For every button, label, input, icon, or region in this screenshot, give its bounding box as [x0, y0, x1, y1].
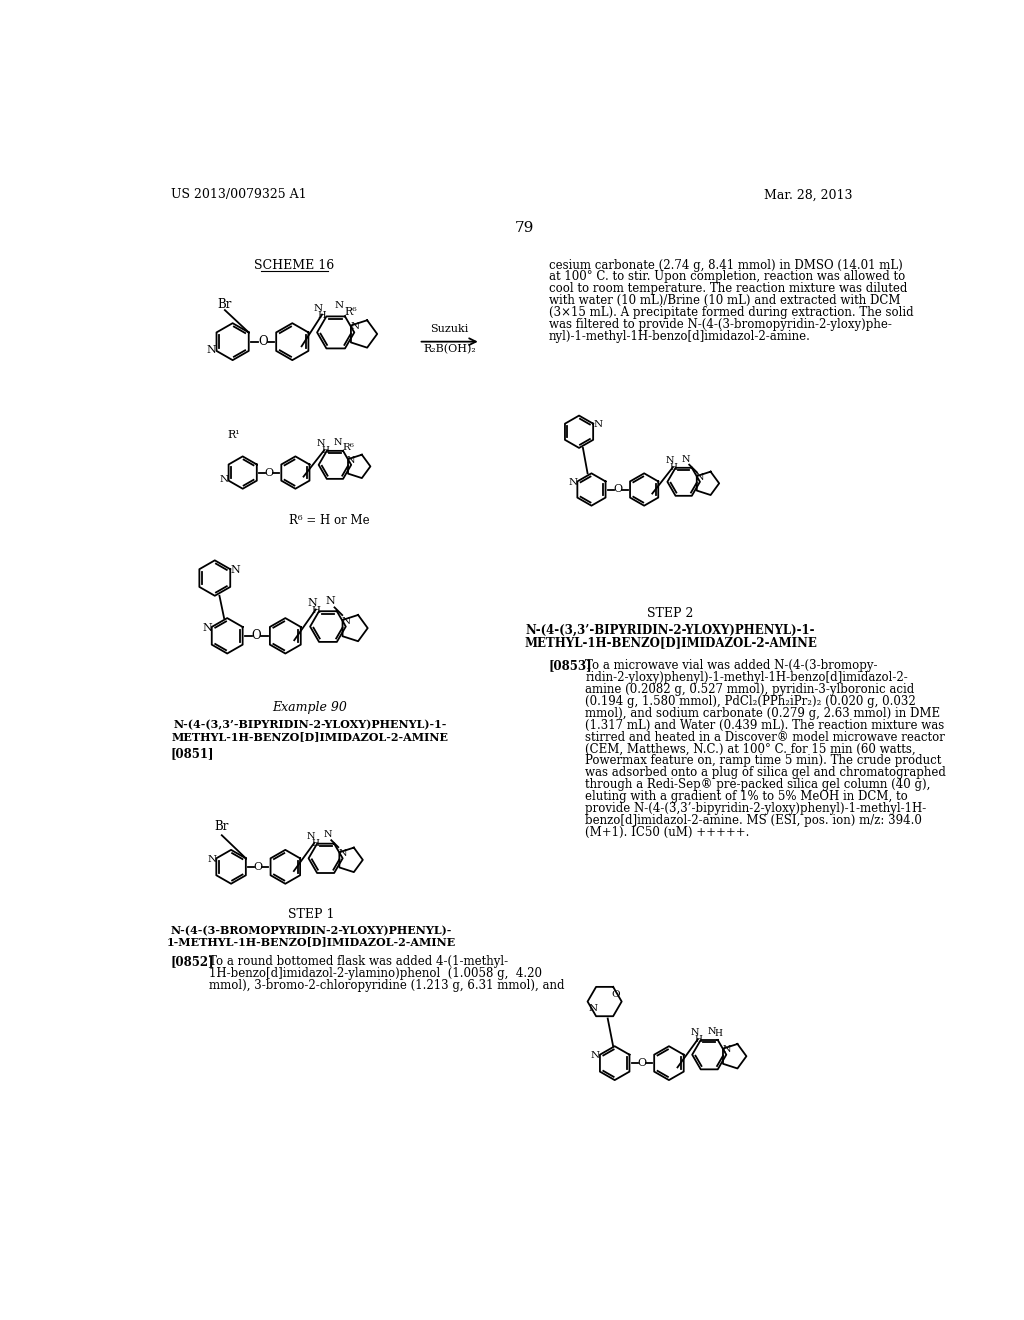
- Text: (CEM, Matthews, N.C.) at 100° C. for 15 min (60 watts,: (CEM, Matthews, N.C.) at 100° C. for 15 …: [586, 742, 915, 755]
- Text: H: H: [322, 446, 329, 455]
- Text: To a microwave vial was added N-(4-(3-bromopy-: To a microwave vial was added N-(4-(3-br…: [586, 659, 878, 672]
- Text: N: N: [341, 616, 350, 626]
- Text: N: N: [202, 623, 212, 632]
- Text: METHYL-1H-BENZO[D]IMIDAZOL-2-AMINE: METHYL-1H-BENZO[D]IMIDAZOL-2-AMINE: [524, 636, 817, 649]
- Text: cool to room temperature. The reaction mixture was diluted: cool to room temperature. The reaction m…: [549, 282, 907, 296]
- Text: Example 90: Example 90: [272, 701, 347, 714]
- Text: N-(4-(3,3’-BIPYRIDIN-2-YLOXY)PHENYL)-1-: N-(4-(3,3’-BIPYRIDIN-2-YLOXY)PHENYL)-1-: [173, 719, 446, 730]
- Text: H: H: [317, 310, 327, 319]
- Text: through a Redi-Sep® pre-packed silica gel column (40 g),: through a Redi-Sep® pre-packed silica ge…: [586, 779, 931, 791]
- Text: N: N: [722, 1045, 731, 1055]
- Text: 1H-benzo[d]imidazol-2-ylamino)phenol  (1.0058 g,  4.20: 1H-benzo[d]imidazol-2-ylamino)phenol (1.…: [209, 968, 543, 981]
- Text: N: N: [230, 565, 241, 576]
- Text: H: H: [694, 1035, 702, 1044]
- Text: Mar. 28, 2013: Mar. 28, 2013: [764, 189, 852, 202]
- Text: N: N: [219, 475, 228, 484]
- Text: O: O: [254, 862, 263, 871]
- Text: N: N: [313, 304, 323, 313]
- Text: cesium carbonate (2.74 g, 8.41 mmol) in DMSO (14.01 mL): cesium carbonate (2.74 g, 8.41 mmol) in …: [549, 259, 902, 272]
- Text: N: N: [307, 598, 316, 607]
- Text: Powermax feature on, ramp time 5 min). The crude product: Powermax feature on, ramp time 5 min). T…: [586, 755, 942, 767]
- Text: [0852]: [0852]: [171, 956, 214, 969]
- Text: H: H: [311, 840, 318, 847]
- Text: O: O: [611, 990, 620, 999]
- Text: O: O: [252, 630, 261, 643]
- Text: N: N: [333, 438, 342, 446]
- Text: [0853]: [0853]: [549, 659, 593, 672]
- Text: N: N: [324, 830, 333, 840]
- Text: provide N-(4-(3,3’-bipyridin-2-yloxy)phenyl)-1-methyl-1H-: provide N-(4-(3,3’-bipyridin-2-yloxy)phe…: [586, 803, 927, 816]
- Text: (0.194 g, 1.580 mmol), PdCl₂(PPh₂iPr₂)₂ (0.020 g, 0.032: (0.194 g, 1.580 mmol), PdCl₂(PPh₂iPr₂)₂ …: [586, 694, 916, 708]
- Text: mmol), and sodium carbonate (0.279 g, 2.63 mmol) in DME: mmol), and sodium carbonate (0.279 g, 2.…: [586, 706, 940, 719]
- Text: stirred and heated in a Discover® model microwave reactor: stirred and heated in a Discover® model …: [586, 730, 945, 743]
- Text: with water (10 mL)/Brine (10 mL) and extracted with DCM: with water (10 mL)/Brine (10 mL) and ext…: [549, 294, 900, 308]
- Text: N: N: [335, 301, 344, 310]
- Text: N: N: [207, 345, 216, 355]
- Text: Br: Br: [218, 298, 232, 312]
- Text: N: N: [589, 1003, 598, 1012]
- Text: STEP 1: STEP 1: [289, 908, 335, 921]
- Text: ridin-2-yloxy)phenyl)-1-methyl-1H-benzo[d]imidazol-2-: ridin-2-yloxy)phenyl)-1-methyl-1H-benzo[…: [586, 671, 908, 684]
- Text: N: N: [316, 440, 326, 449]
- Text: N: N: [682, 454, 690, 463]
- Text: was filtered to provide N-(4-(3-bromopyridin-2-yloxy)phe-: was filtered to provide N-(4-(3-bromopyr…: [549, 318, 892, 331]
- Text: R¹: R¹: [227, 430, 240, 440]
- Text: R₂B(OH)₂: R₂B(OH)₂: [423, 345, 476, 355]
- Text: O: O: [637, 1059, 646, 1068]
- Text: N: N: [666, 457, 674, 466]
- Text: N: N: [350, 322, 359, 331]
- Text: at 100° C. to stir. Upon completion, reaction was allowed to: at 100° C. to stir. Upon completion, rea…: [549, 271, 905, 284]
- Text: N: N: [690, 1028, 699, 1038]
- Text: R⁶: R⁶: [345, 306, 357, 317]
- Text: N: N: [594, 420, 603, 429]
- Text: N: N: [326, 595, 336, 606]
- Text: SCHEME 16: SCHEME 16: [255, 259, 335, 272]
- Text: N: N: [347, 455, 355, 465]
- Text: O: O: [613, 484, 623, 495]
- Text: Br: Br: [215, 820, 229, 833]
- Text: O: O: [264, 467, 273, 478]
- Text: To a round bottomed flask was added 4-(1-methyl-: To a round bottomed flask was added 4-(1…: [209, 956, 509, 969]
- Text: amine (0.2082 g, 0.527 mmol), pyridin-3-ylboronic acid: amine (0.2082 g, 0.527 mmol), pyridin-3-…: [586, 682, 914, 696]
- Text: N: N: [207, 854, 216, 863]
- Text: Suzuki: Suzuki: [430, 323, 469, 334]
- Text: [0851]: [0851]: [171, 747, 214, 760]
- Text: eluting with a gradient of 1% to 5% MeOH in DCM, to: eluting with a gradient of 1% to 5% MeOH…: [586, 791, 908, 803]
- Text: (1.317 mL) and Water (0.439 mL). The reaction mixture was: (1.317 mL) and Water (0.439 mL). The rea…: [586, 718, 944, 731]
- Text: N-(4-(3,3’-BIPYRIDIN-2-YLOXY)PHENYL)-1-: N-(4-(3,3’-BIPYRIDIN-2-YLOXY)PHENYL)-1-: [525, 624, 815, 638]
- Text: STEP 2: STEP 2: [647, 607, 693, 619]
- Text: N-(4-(3-BROMOPYRIDIN-2-YLOXY)PHENYL)-: N-(4-(3-BROMOPYRIDIN-2-YLOXY)PHENYL)-: [171, 925, 453, 936]
- Text: R⁶: R⁶: [342, 444, 354, 451]
- Text: N: N: [339, 849, 347, 858]
- Text: nyl)-1-methyl-1H-benzo[d]imidazol-2-amine.: nyl)-1-methyl-1H-benzo[d]imidazol-2-amin…: [549, 330, 811, 343]
- Text: O: O: [258, 335, 267, 348]
- Text: N: N: [591, 1051, 600, 1060]
- Text: (M+1). IC50 (uM) +++++.: (M+1). IC50 (uM) +++++.: [586, 826, 750, 840]
- Text: US 2013/0079325 A1: US 2013/0079325 A1: [171, 189, 306, 202]
- Text: 1-METHYL-1H-BENZO[D]IMIDAZOL-2-AMINE: 1-METHYL-1H-BENZO[D]IMIDAZOL-2-AMINE: [167, 936, 457, 948]
- Text: (3×15 mL). A precipitate formed during extraction. The solid: (3×15 mL). A precipitate formed during e…: [549, 306, 913, 319]
- Text: was adsorbed onto a plug of silica gel and chromatographed: was adsorbed onto a plug of silica gel a…: [586, 767, 946, 779]
- Text: N: N: [307, 832, 315, 841]
- Text: H: H: [715, 1028, 723, 1038]
- Text: N: N: [708, 1027, 716, 1035]
- Text: benzo[d]imidazol-2-amine. MS (ESI, pos. ion) m/z: 394.0: benzo[d]imidazol-2-amine. MS (ESI, pos. …: [586, 814, 923, 828]
- Text: 79: 79: [515, 220, 535, 235]
- Text: H: H: [670, 463, 678, 473]
- Text: N: N: [568, 478, 578, 487]
- Text: METHYL-1H-BENZO[D]IMIDAZOL-2-AMINE: METHYL-1H-BENZO[D]IMIDAZOL-2-AMINE: [172, 731, 449, 742]
- Text: mmol), 3-bromo-2-chloropyridine (1.213 g, 6.31 mmol), and: mmol), 3-bromo-2-chloropyridine (1.213 g…: [209, 979, 565, 993]
- Text: N: N: [695, 473, 705, 482]
- Text: H: H: [311, 606, 321, 615]
- Text: R⁶ = H or Me: R⁶ = H or Me: [289, 515, 370, 527]
